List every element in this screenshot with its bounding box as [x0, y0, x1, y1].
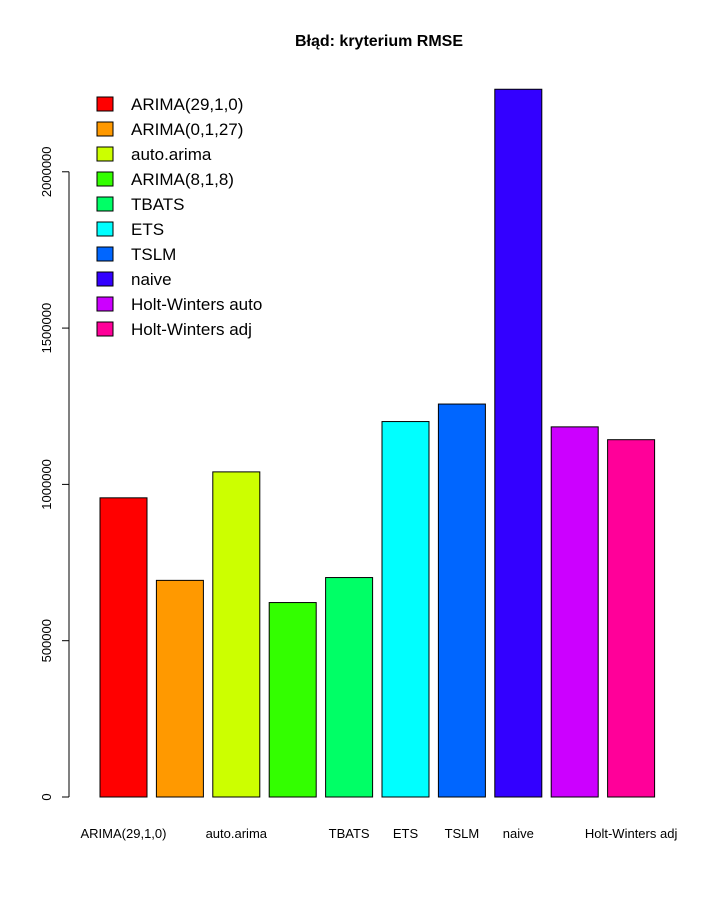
legend-label: auto.arima	[131, 145, 212, 164]
bar	[550, 426, 599, 798]
y-tick-label: 500000	[39, 619, 54, 662]
legend-label: TBATS	[131, 195, 185, 214]
y-tick-label: 0	[39, 793, 54, 800]
bar	[607, 439, 656, 798]
legend-label: naive	[131, 270, 172, 289]
x-tick-label: Holt-Winters adj	[585, 826, 678, 841]
legend-swatch	[96, 246, 114, 262]
bar	[99, 497, 148, 798]
legend-label: Holt-Winters auto	[131, 295, 262, 314]
legend-swatch	[96, 196, 114, 212]
bar	[268, 602, 317, 798]
legend-label: ARIMA(8,1,8)	[131, 170, 234, 189]
legend-label: ETS	[131, 220, 164, 239]
legend: ARIMA(29,1,0) ARIMA(0,1,27) auto.arima ARIM…	[96, 95, 262, 339]
bar	[494, 88, 543, 798]
x-tick-label: TBATS	[329, 826, 370, 841]
x-tick-label: naive	[503, 826, 534, 841]
x-axis-labels: ARIMA(29,1,0) auto.arima TBATS ETS TSLM naive…	[81, 826, 678, 841]
bar	[381, 421, 430, 798]
legend-label: ARIMA(0,1,27)	[131, 120, 243, 139]
legend-swatch	[96, 221, 114, 237]
legend-swatch	[96, 271, 114, 287]
legend-swatch	[96, 171, 114, 187]
x-tick-label: ETS	[393, 826, 419, 841]
x-tick-label: auto.arima	[206, 826, 268, 841]
x-tick-label: TSLM	[445, 826, 480, 841]
legend-swatch	[96, 146, 114, 162]
bar	[212, 471, 261, 798]
legend-swatch	[96, 321, 114, 337]
legend-swatch	[96, 96, 114, 112]
bar	[155, 579, 204, 798]
bar	[437, 403, 486, 798]
y-axis: 0 500000 1000000 1500000 2000000	[39, 146, 70, 801]
bars	[99, 88, 656, 798]
legend-label: ARIMA(29,1,0)	[131, 95, 243, 114]
legend-swatch	[96, 296, 114, 312]
x-tick-label: ARIMA(29,1,0)	[81, 826, 167, 841]
y-tick-label: 2000000	[39, 146, 54, 197]
bar	[325, 577, 374, 798]
chart-title: Błąd: kryterium RMSE	[295, 33, 463, 50]
legend-label: Holt-Winters adj	[131, 320, 252, 339]
y-tick-label: 1500000	[39, 303, 54, 354]
legend-swatch	[96, 121, 114, 137]
legend-label: TSLM	[131, 245, 176, 264]
y-tick-label: 1000000	[39, 459, 54, 510]
